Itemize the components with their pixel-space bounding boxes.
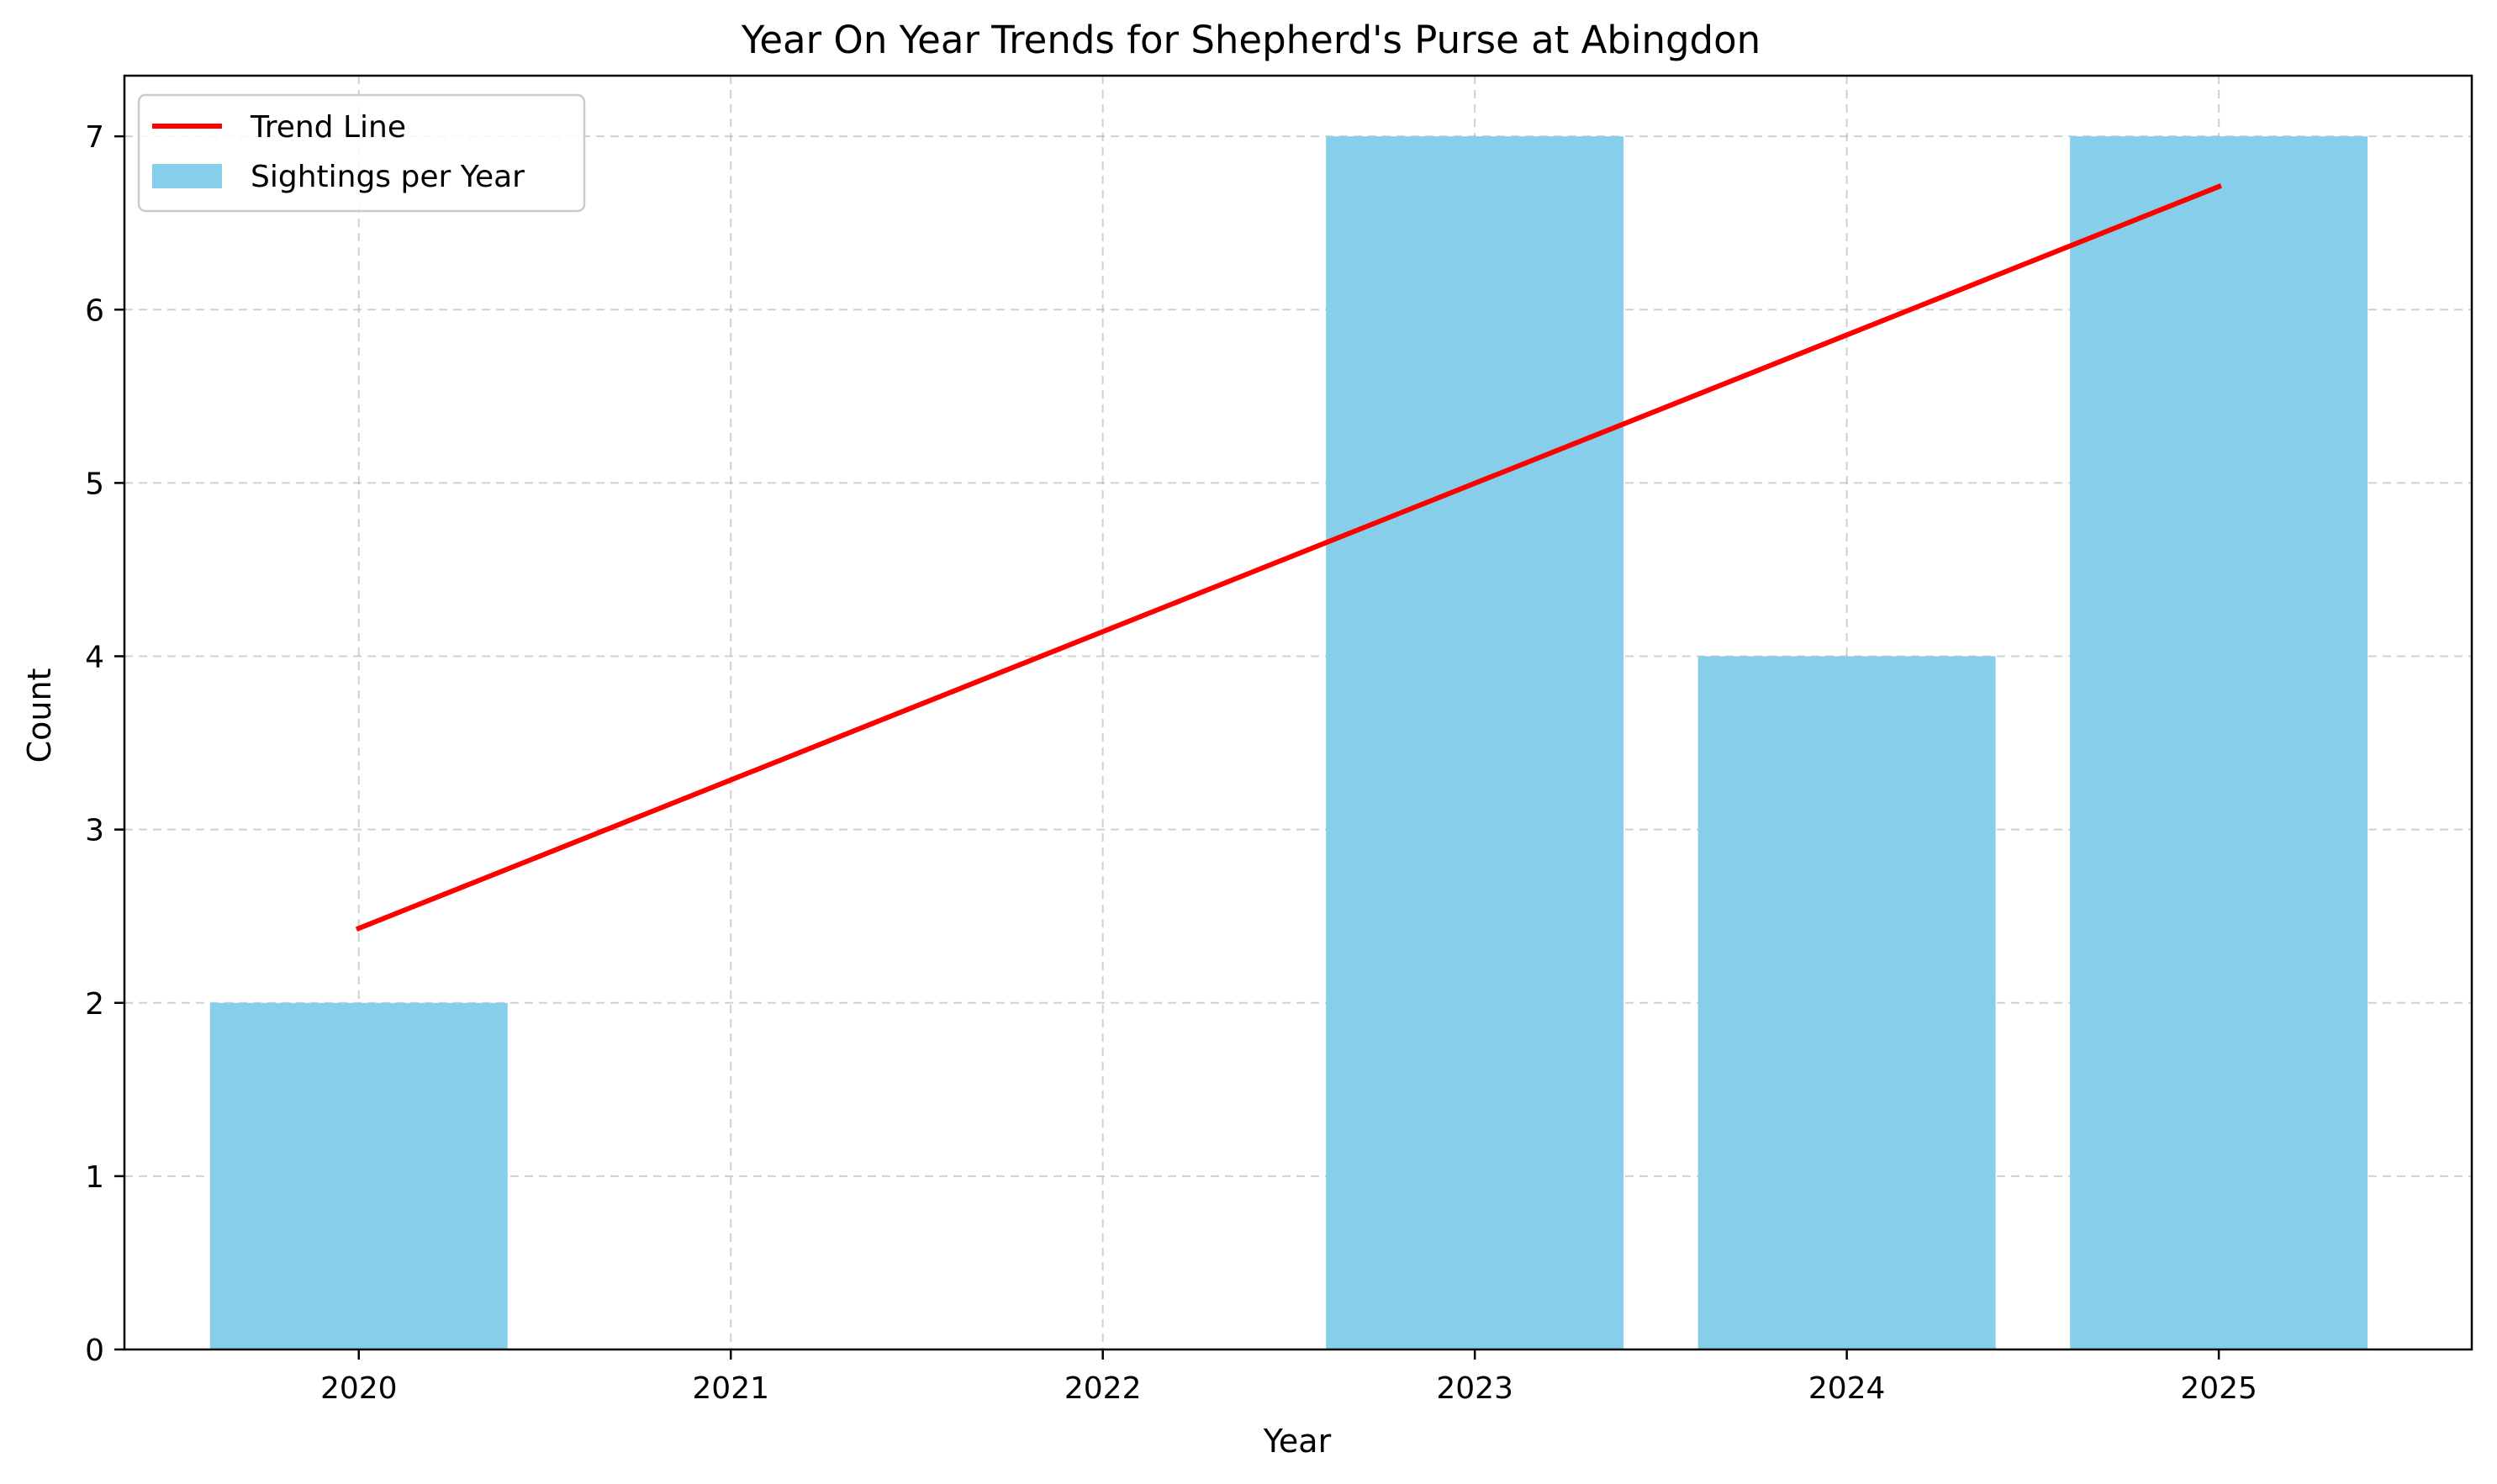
x-tick-label-2022: 2022 <box>1064 1371 1142 1406</box>
y-tick-label-0: 0 <box>85 1333 104 1368</box>
bar-series <box>209 136 2368 1350</box>
legend: Trend Line Sightings per Year <box>137 93 586 213</box>
x-tick-label-2023: 2023 <box>1436 1371 1513 1406</box>
y-axis-label: Count <box>21 668 58 763</box>
bar-2024 <box>1697 656 1996 1349</box>
x-tick-label-2025: 2025 <box>2180 1371 2257 1406</box>
plot-frame <box>123 74 2473 1351</box>
bar-2025 <box>2070 136 2368 1350</box>
x-tick-label-2021: 2021 <box>692 1371 769 1406</box>
y-tick-label-6: 6 <box>85 293 104 328</box>
bar-2020 <box>209 1002 508 1349</box>
y-tick-label-5: 5 <box>85 467 104 501</box>
chart-title: Year On Year Trends for Shepherd's Purse… <box>741 18 1761 62</box>
y-tick-label-4: 4 <box>85 641 104 675</box>
y-tick-label-3: 3 <box>85 814 104 848</box>
trend-line <box>355 183 2223 932</box>
x-tick-label-2024: 2024 <box>1808 1371 1886 1406</box>
bar-2023 <box>1326 136 1624 1350</box>
legend-label-sightings: Sightings per Year <box>251 160 525 194</box>
x-axis-label: Year <box>1263 1423 1332 1460</box>
y-tick-label-7: 7 <box>85 120 104 155</box>
legend-box <box>137 93 586 213</box>
trend-line-series <box>355 183 2223 932</box>
y-tick-label-2: 2 <box>85 987 104 1022</box>
y-tick-label-1: 1 <box>85 1160 104 1195</box>
legend-label-trend-line: Trend Line <box>250 110 406 145</box>
y-axis-ticks: 0 1 2 3 4 5 6 7 <box>85 120 124 1368</box>
x-tick-label-2020: 2020 <box>320 1371 398 1406</box>
x-axis-ticks: 2020 2021 2022 2023 2024 2025 <box>320 1349 2257 1406</box>
legend-swatch-sightings <box>152 164 222 188</box>
